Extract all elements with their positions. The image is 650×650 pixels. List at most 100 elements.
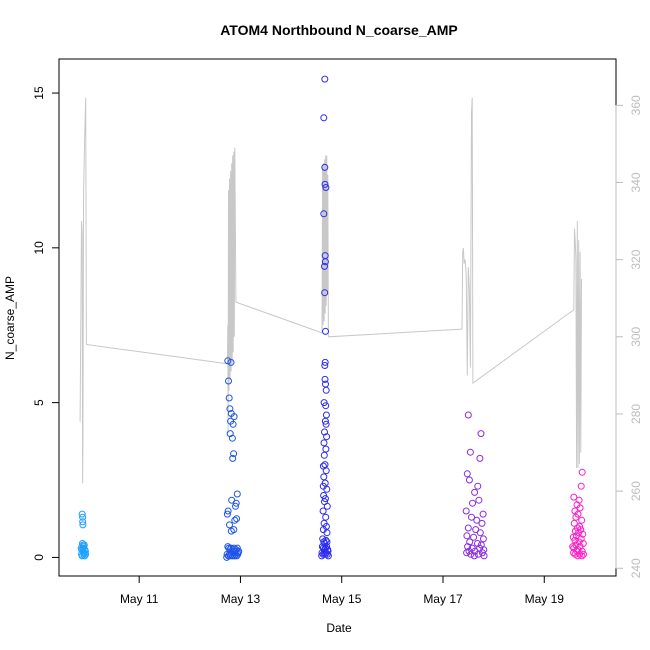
- x-tick-label: May 11: [120, 592, 159, 606]
- y2-tick-label: 260: [629, 481, 643, 501]
- data-point: [572, 513, 580, 521]
- data-point: [322, 184, 330, 191]
- data-point: [478, 519, 486, 527]
- data-point: [324, 547, 332, 555]
- x-axis-label: Date: [326, 621, 352, 635]
- data-point: [79, 521, 87, 529]
- data-point: [462, 507, 470, 515]
- points-layer: [77, 75, 588, 561]
- data-point: [321, 180, 329, 188]
- y-tick-label: 15: [32, 86, 46, 100]
- data-point: [571, 536, 579, 544]
- data-point: [323, 529, 331, 537]
- data-point: [232, 499, 240, 507]
- chart-title: ATOM4 Northbound N_coarse_AMP: [220, 22, 458, 38]
- y2-tick-label: 340: [629, 172, 643, 192]
- secondary-series-line: [79, 97, 582, 484]
- x-tick-label: May 13: [221, 592, 261, 606]
- data-point: [322, 327, 329, 335]
- data-point: [467, 550, 475, 558]
- data-point: [79, 513, 87, 521]
- data-point: [225, 377, 232, 385]
- data-point: [79, 544, 87, 552]
- data-point: [576, 504, 584, 512]
- data-point: [473, 516, 481, 524]
- data-point: [474, 482, 482, 490]
- data-point: [78, 552, 86, 560]
- data-point: [466, 448, 474, 456]
- data-point: [233, 490, 241, 498]
- data-point: [471, 488, 479, 496]
- y2-tick-label: 320: [629, 249, 643, 269]
- data-point: [322, 420, 330, 428]
- data-point: [321, 289, 329, 297]
- series-2: [318, 75, 332, 560]
- data-point: [227, 527, 235, 535]
- data-point: [476, 529, 484, 537]
- data-point: [322, 467, 330, 475]
- y-tick-label: 10: [32, 241, 46, 255]
- data-point: [464, 411, 472, 419]
- data-point: [464, 524, 472, 532]
- series-0: [77, 510, 90, 560]
- data-point: [227, 358, 235, 366]
- data-point: [470, 552, 478, 560]
- data-point: [570, 519, 578, 527]
- data-point: [321, 461, 329, 469]
- data-point: [78, 510, 86, 518]
- series-4: [569, 468, 588, 560]
- y2-tick-label: 360: [629, 95, 643, 115]
- data-point: [79, 518, 87, 526]
- data-point: [319, 507, 327, 515]
- data-point: [479, 510, 487, 518]
- data-point: [475, 496, 483, 504]
- data-point: [320, 439, 328, 447]
- data-point: [463, 532, 471, 540]
- data-point: [321, 358, 329, 366]
- data-point: [463, 470, 471, 478]
- data-point: [320, 473, 328, 481]
- data-point: [321, 262, 328, 270]
- data-point: [320, 451, 328, 459]
- data-point: [322, 411, 330, 419]
- data-point: [320, 114, 328, 122]
- data-point: [470, 533, 478, 541]
- series-1: [223, 357, 243, 561]
- data-point: [232, 502, 239, 510]
- data-point: [321, 375, 329, 383]
- data-point: [322, 386, 330, 394]
- data-point: [479, 535, 487, 543]
- data-point: [321, 75, 329, 83]
- data-point: [463, 549, 471, 557]
- y-axis-label: N_coarse_AMP: [3, 276, 17, 360]
- data-point: [476, 454, 484, 462]
- data-point: [229, 454, 237, 462]
- data-point: [322, 445, 330, 453]
- data-point: [223, 553, 231, 561]
- y2-tick-label: 280: [629, 404, 643, 424]
- data-point: [323, 485, 331, 493]
- data-point: [477, 430, 485, 438]
- data-point: [577, 482, 585, 490]
- data-point: [224, 507, 232, 515]
- x-tick-label: May 15: [322, 592, 362, 606]
- data-point: [82, 550, 90, 558]
- data-point: [231, 516, 239, 524]
- data-point: [235, 547, 243, 555]
- data-point: [469, 499, 476, 507]
- data-point: [321, 495, 329, 503]
- data-point: [480, 552, 488, 560]
- data-point: [230, 450, 238, 458]
- y-axis-right: 240 260 280 300 320 340 360: [615, 95, 643, 578]
- data-point: [321, 163, 329, 171]
- data-point: [318, 552, 326, 560]
- data-point: [580, 550, 588, 558]
- data-point: [578, 468, 586, 476]
- data-point: [228, 434, 236, 442]
- x-axis: May 11 May 13 May 15 May 17 May 19: [120, 575, 564, 606]
- data-point: [230, 413, 238, 421]
- y2-tick-label: 300: [629, 326, 643, 346]
- data-point: [324, 552, 332, 560]
